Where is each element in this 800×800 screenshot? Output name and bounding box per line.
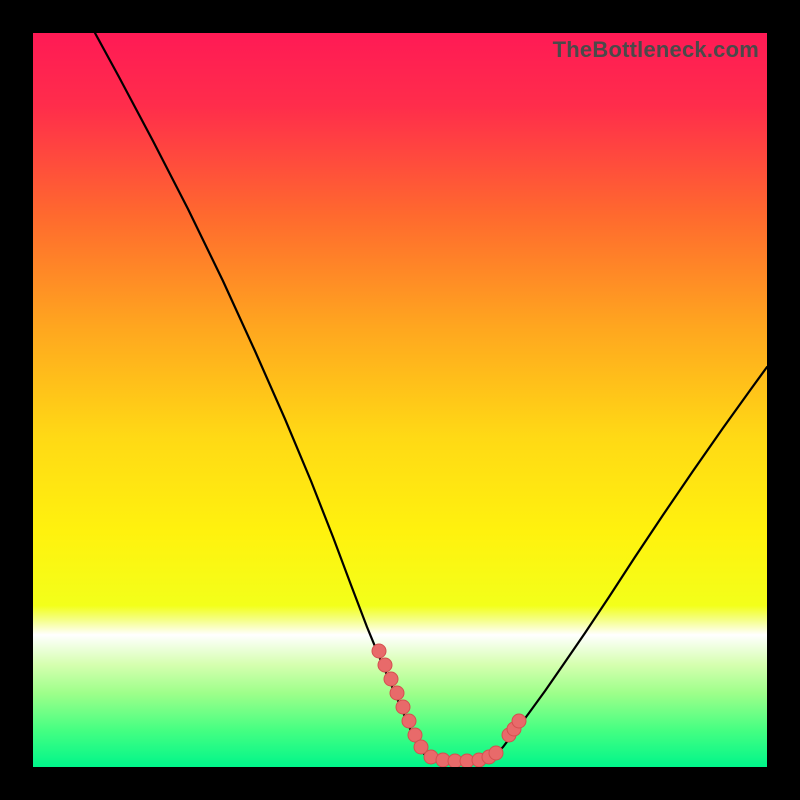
- data-marker: [396, 700, 410, 714]
- data-marker: [372, 644, 386, 658]
- data-marker: [390, 686, 404, 700]
- bottleneck-curve: [95, 33, 767, 761]
- curve-layer: [33, 33, 767, 767]
- data-marker: [402, 714, 416, 728]
- chart-frame: TheBottleneck.com: [0, 0, 800, 800]
- plot-area: TheBottleneck.com: [33, 33, 767, 767]
- data-marker: [489, 746, 503, 760]
- watermark-text: TheBottleneck.com: [553, 37, 759, 63]
- data-marker: [512, 714, 526, 728]
- data-marker: [384, 672, 398, 686]
- data-marker: [378, 658, 392, 672]
